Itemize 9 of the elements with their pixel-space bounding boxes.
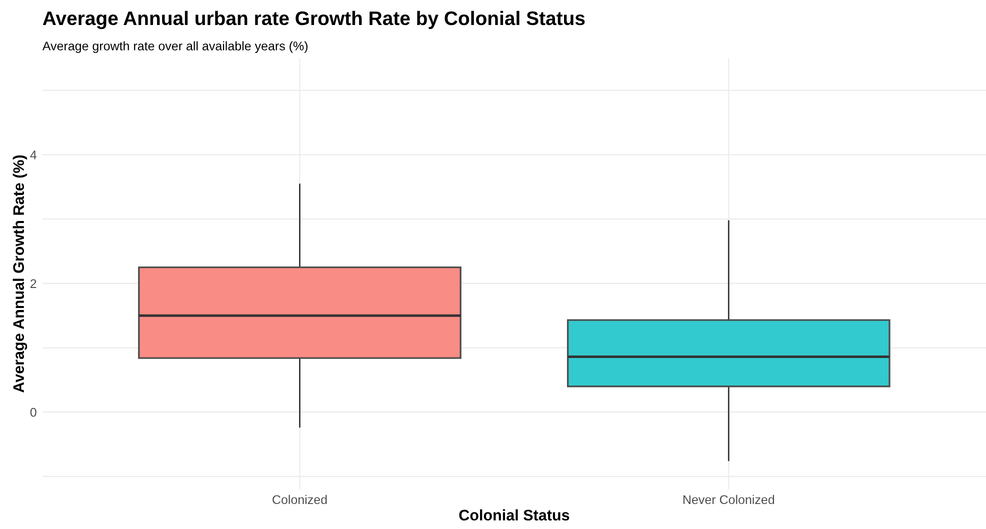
x-tick-label: Never Colonized [683,494,774,504]
y-axis-title: Average Annual Growth Rate (%) [12,155,28,392]
y-tick-label: 2 [30,279,36,288]
y-tick-label: 4 [30,150,36,160]
y-tick-label: 0 [30,408,36,417]
x-axis-title: Colonial Status [459,509,570,521]
chart-subtitle: Average growth rate over all available years (%) [42,41,308,53]
chart-title: Average Annual urban rate Growth Rate by Colonial Status [42,10,585,30]
x-tick-label: Colonized [272,494,327,504]
